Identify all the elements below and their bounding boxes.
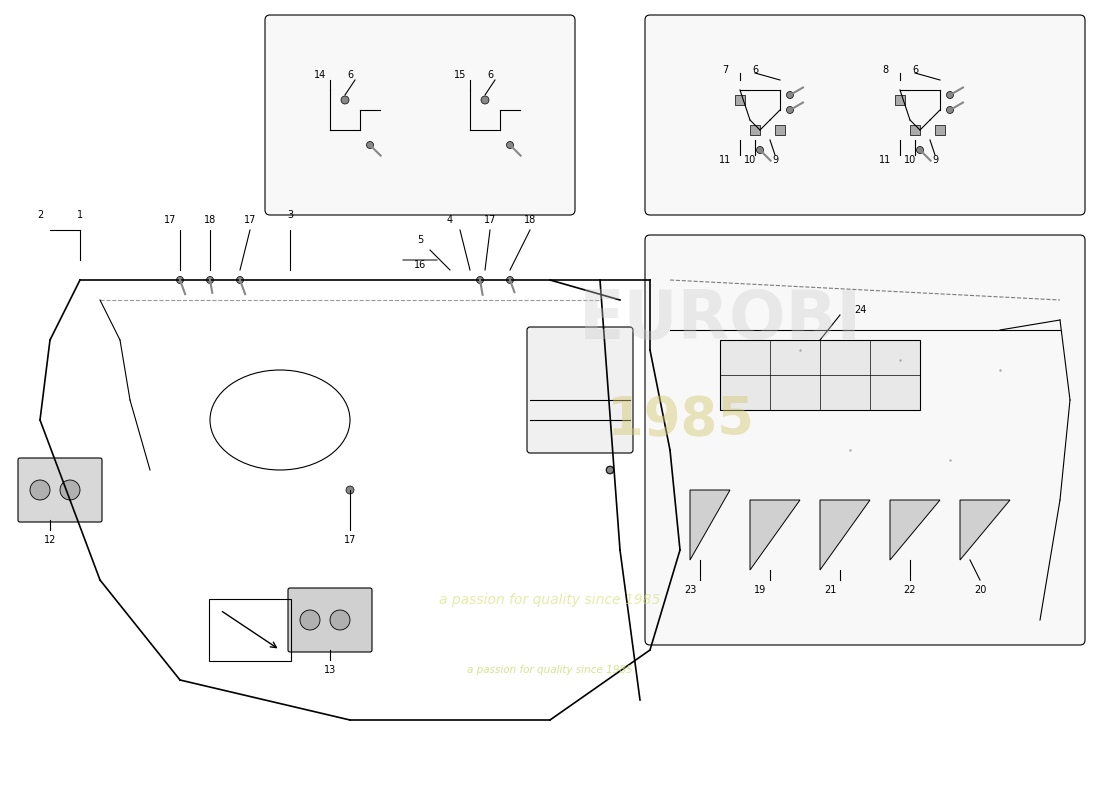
Text: 11: 11 — [719, 155, 732, 165]
Text: 3: 3 — [287, 210, 293, 220]
Text: 4: 4 — [447, 215, 453, 225]
Text: 15: 15 — [454, 70, 466, 80]
Bar — [735, 95, 745, 105]
Text: 6: 6 — [487, 70, 493, 80]
Text: 17: 17 — [164, 215, 176, 225]
Circle shape — [341, 96, 349, 104]
Text: 17: 17 — [344, 535, 356, 545]
Text: 11: 11 — [879, 155, 891, 165]
Circle shape — [330, 610, 350, 630]
Text: 2: 2 — [37, 210, 43, 220]
Text: 10: 10 — [744, 155, 756, 165]
Bar — [910, 125, 920, 135]
Text: 22: 22 — [904, 585, 916, 595]
Text: 19: 19 — [754, 585, 766, 595]
Circle shape — [207, 277, 213, 283]
Circle shape — [606, 466, 614, 474]
Bar — [776, 125, 785, 135]
FancyBboxPatch shape — [645, 15, 1085, 215]
Text: 10: 10 — [904, 155, 916, 165]
Circle shape — [176, 277, 184, 283]
Text: 18: 18 — [524, 215, 536, 225]
Polygon shape — [890, 500, 940, 560]
Text: a passion for quality since 1985: a passion for quality since 1985 — [439, 593, 661, 607]
Circle shape — [916, 146, 924, 154]
Circle shape — [757, 146, 763, 154]
Text: 7: 7 — [722, 65, 728, 75]
FancyBboxPatch shape — [645, 235, 1085, 645]
Text: 6: 6 — [752, 65, 758, 75]
Bar — [720, 340, 920, 410]
Text: 24: 24 — [854, 305, 866, 315]
Circle shape — [481, 96, 490, 104]
Text: 1985: 1985 — [606, 394, 754, 446]
Bar — [750, 125, 760, 135]
Polygon shape — [820, 500, 870, 570]
Circle shape — [606, 466, 614, 474]
Text: 23: 23 — [684, 585, 696, 595]
Circle shape — [30, 480, 50, 500]
Text: 12: 12 — [44, 535, 56, 545]
Circle shape — [476, 277, 484, 283]
Text: 17: 17 — [244, 215, 256, 225]
Bar — [895, 95, 905, 105]
Circle shape — [60, 480, 80, 500]
Text: 14: 14 — [314, 70, 326, 80]
Text: 8: 8 — [882, 65, 888, 75]
Text: 6: 6 — [912, 65, 918, 75]
Text: a passion for quality since 1985: a passion for quality since 1985 — [468, 665, 632, 675]
Text: 6: 6 — [346, 70, 353, 80]
Circle shape — [946, 106, 954, 114]
Text: 21: 21 — [824, 585, 836, 595]
Polygon shape — [690, 490, 730, 560]
Circle shape — [366, 142, 374, 149]
Circle shape — [300, 610, 320, 630]
Text: 9: 9 — [932, 155, 938, 165]
FancyBboxPatch shape — [265, 15, 575, 215]
Text: 13: 13 — [323, 665, 337, 675]
Text: EUROBI: EUROBI — [579, 287, 861, 353]
Circle shape — [946, 91, 954, 98]
Circle shape — [346, 486, 354, 494]
Circle shape — [786, 91, 793, 98]
Circle shape — [506, 142, 514, 149]
FancyBboxPatch shape — [527, 327, 632, 453]
Circle shape — [506, 277, 514, 283]
FancyBboxPatch shape — [288, 588, 372, 652]
Bar — [935, 125, 945, 135]
Text: 17: 17 — [484, 215, 496, 225]
Polygon shape — [750, 500, 800, 570]
Circle shape — [786, 106, 793, 114]
Text: 18: 18 — [204, 215, 216, 225]
Text: 16: 16 — [414, 260, 426, 270]
FancyBboxPatch shape — [18, 458, 102, 522]
Text: 20: 20 — [974, 585, 987, 595]
Text: 9: 9 — [772, 155, 778, 165]
Text: 5: 5 — [417, 235, 424, 245]
Polygon shape — [960, 500, 1010, 560]
Circle shape — [236, 277, 243, 283]
Text: 1: 1 — [77, 210, 84, 220]
